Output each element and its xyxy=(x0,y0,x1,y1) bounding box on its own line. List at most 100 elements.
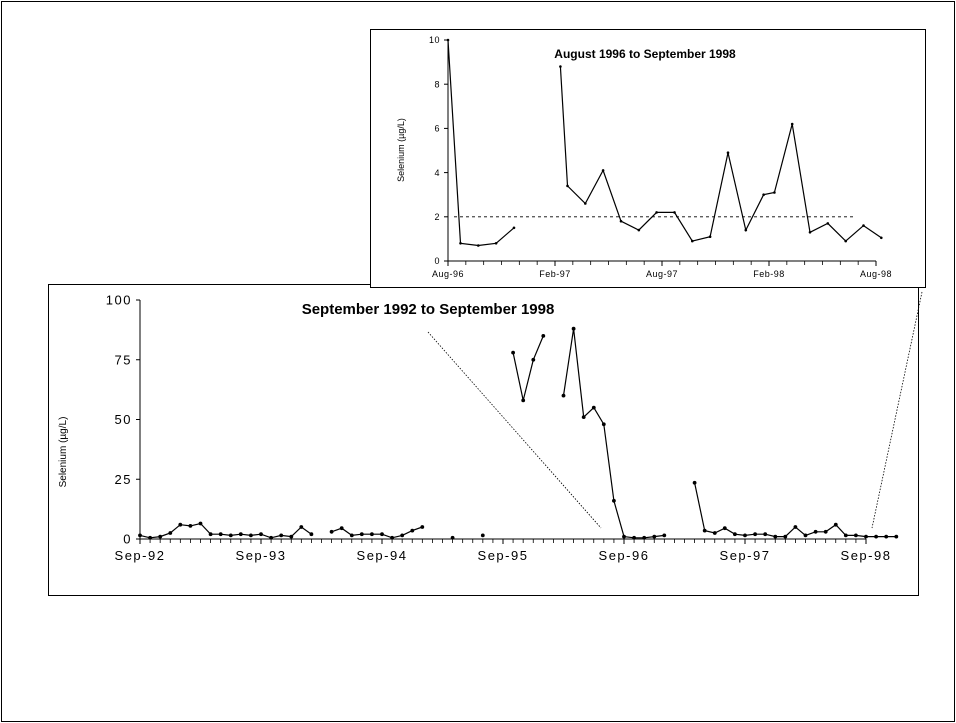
data-point xyxy=(762,193,765,196)
data-point xyxy=(238,532,243,537)
data-point xyxy=(494,242,498,245)
x-tick-label: Sep-93 xyxy=(236,548,287,563)
inset-chart-box xyxy=(370,29,926,288)
data-point xyxy=(188,524,193,528)
series-line xyxy=(139,522,312,539)
data-point xyxy=(826,222,830,225)
data-point xyxy=(601,422,606,427)
data-point xyxy=(743,533,747,538)
y-tick-label: 25 xyxy=(115,472,132,487)
data-point xyxy=(511,350,515,355)
data-point xyxy=(652,534,657,539)
data-point xyxy=(566,184,569,188)
data-point xyxy=(561,393,566,398)
data-point xyxy=(521,398,526,403)
data-point xyxy=(722,526,727,531)
data-point xyxy=(790,122,794,126)
series-line xyxy=(331,526,423,539)
main-chart-title: September 1992 to September 1998 xyxy=(302,301,555,318)
data-point xyxy=(559,65,562,68)
y-tick-label: 2 xyxy=(434,212,440,222)
data-point xyxy=(420,525,425,529)
data-point xyxy=(218,532,223,537)
data-point xyxy=(763,532,768,537)
data-point xyxy=(712,531,717,535)
data-point xyxy=(309,532,314,537)
data-point xyxy=(450,535,455,540)
data-point xyxy=(512,226,516,230)
y-tick-label: 0 xyxy=(123,532,132,547)
main-chart-box xyxy=(48,284,919,596)
data-point xyxy=(148,535,153,540)
y-tick-label: 8 xyxy=(434,79,440,89)
data-point xyxy=(531,357,536,362)
data-point xyxy=(228,533,233,538)
data-point xyxy=(632,535,636,540)
data-point xyxy=(862,224,865,227)
data-point xyxy=(601,169,605,172)
data-point xyxy=(571,326,576,331)
data-point xyxy=(744,228,748,232)
y-tick-label: 0 xyxy=(434,256,440,266)
main-chart-ylabel: Selenium (µg/L) xyxy=(58,417,69,488)
y-tick-label: 100 xyxy=(106,293,132,308)
data-point xyxy=(702,528,707,533)
data-point xyxy=(894,534,899,539)
inset-chart-ylabel: Selenium (µg/L) xyxy=(396,118,406,182)
x-tick-label: Sep-96 xyxy=(599,548,650,563)
data-point xyxy=(884,534,889,539)
data-point xyxy=(581,415,586,419)
data-point xyxy=(279,533,284,538)
data-point xyxy=(708,235,712,238)
data-point xyxy=(864,534,868,539)
data-point xyxy=(803,533,808,538)
data-point xyxy=(773,534,778,539)
series-line xyxy=(559,66,882,242)
zoom-connector-right xyxy=(871,291,923,529)
x-tick-label: Sep-97 xyxy=(720,548,771,563)
data-point xyxy=(329,529,334,534)
data-point xyxy=(158,534,163,539)
data-point xyxy=(208,532,213,537)
data-point xyxy=(823,529,828,534)
data-point xyxy=(249,533,253,538)
inset-chart-title: August 1996 to September 1998 xyxy=(554,47,736,61)
x-tick-label: Sep-95 xyxy=(478,548,529,563)
data-point xyxy=(773,191,776,194)
x-tick-label: Sep-98 xyxy=(841,548,892,563)
data-point xyxy=(591,405,596,410)
data-point xyxy=(541,334,546,338)
data-point xyxy=(619,219,623,223)
data-point xyxy=(370,532,374,537)
data-point xyxy=(178,522,183,527)
data-point xyxy=(753,532,757,537)
data-point xyxy=(793,525,798,529)
data-point xyxy=(833,522,838,527)
data-point xyxy=(854,533,858,538)
data-point xyxy=(259,532,263,537)
x-tick-label: Aug-96 xyxy=(432,269,464,279)
data-point xyxy=(380,532,384,537)
data-point xyxy=(673,211,676,214)
data-point xyxy=(289,534,294,539)
x-tick-label: Feb-97 xyxy=(539,269,571,279)
x-tick-label: Sep-94 xyxy=(357,548,408,563)
y-tick-label: 75 xyxy=(115,352,132,367)
data-point xyxy=(691,239,694,243)
main-chart-series xyxy=(138,326,899,540)
x-tick-label: Sep-92 xyxy=(115,548,166,563)
data-point xyxy=(459,242,462,245)
main-chart-axes: 0 25 50 75 100 Sep-92 Sep-93 Sep-94 Sep-95 Sep-96… xyxy=(106,293,892,563)
data-point xyxy=(269,535,273,540)
data-point xyxy=(446,38,450,42)
inset-chart-axes: 0 2 4 6 8 10 Aug-96 Feb-97 Aug-97 Feb-98 Aug-98 xyxy=(429,35,892,279)
data-point xyxy=(726,151,730,154)
series-line xyxy=(562,328,665,539)
series-line xyxy=(512,335,544,401)
data-point xyxy=(299,525,304,529)
data-point xyxy=(349,533,354,538)
data-point xyxy=(410,528,415,533)
